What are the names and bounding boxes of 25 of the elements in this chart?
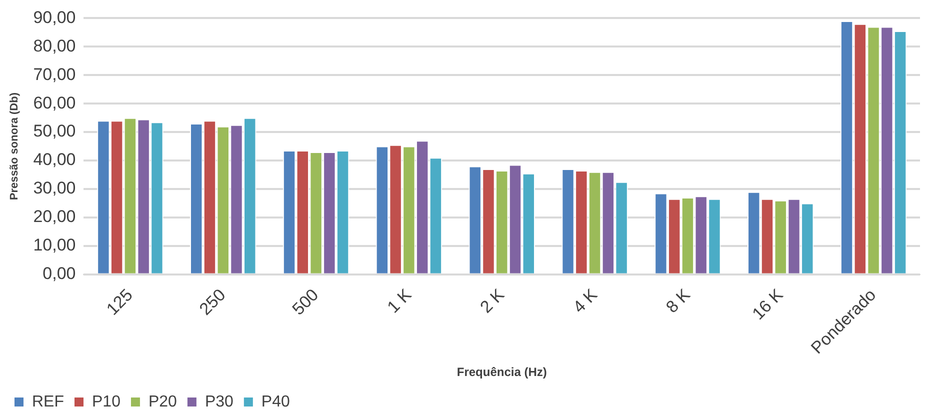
y-tick-label: 0,00 (42, 264, 76, 284)
y-tick-label: 90,00 (33, 8, 76, 27)
y-tick-label: 10,00 (33, 236, 76, 255)
y-tick-label: 80,00 (33, 36, 76, 56)
y-tick-label: 20,00 (33, 207, 76, 226)
x-tick-label: 125 (102, 285, 136, 319)
x-tick-label: 250 (196, 285, 230, 319)
x-tick-label: 8 K (662, 284, 694, 317)
legend-label: P30 (204, 393, 234, 410)
x-tick-label: 1 K (384, 284, 416, 317)
y-tick-label: 30,00 (33, 178, 76, 198)
x-tick-label: 2 K (476, 284, 508, 317)
y-axis-title: Pressão sonora (Db) (8, 92, 21, 200)
y-tick-label: 70,00 (33, 64, 76, 84)
y-tick-label: 40,00 (33, 150, 76, 170)
x-tick-label: 16 K (748, 284, 788, 324)
x-axis-title: Frequência (Hz) (456, 365, 547, 380)
x-tick-label: 500 (288, 285, 322, 319)
legend-label: REF (32, 393, 64, 410)
legend-label: P40 (261, 393, 290, 410)
x-tick-label: 4 K (569, 284, 602, 317)
legend-label: P10 (92, 393, 121, 410)
legend-label: P20 (148, 393, 178, 410)
y-tick-label: 50,00 (33, 122, 76, 141)
y-tick-label: 60,00 (33, 93, 76, 112)
